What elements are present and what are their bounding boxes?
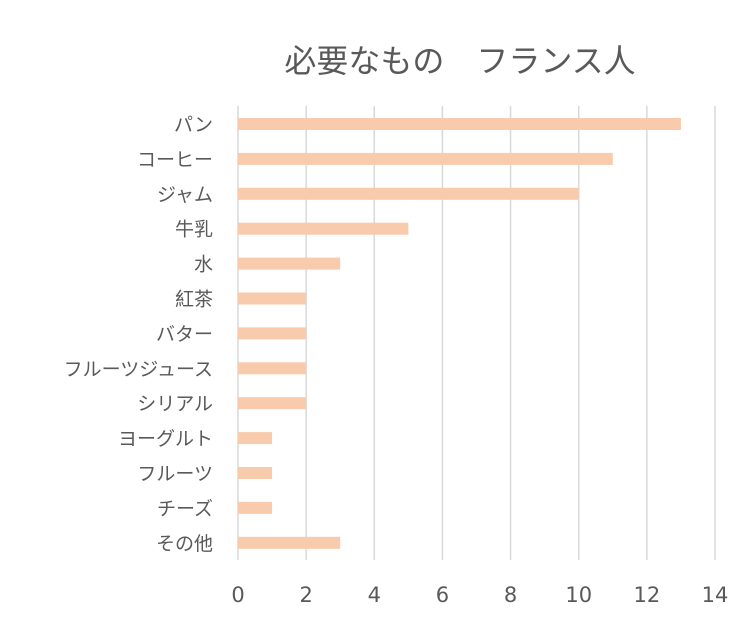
- x-tick-label: 2: [299, 583, 312, 607]
- bar: [238, 222, 409, 235]
- bar: [238, 327, 307, 340]
- category-label: コーヒー: [137, 149, 213, 171]
- category-label: パン: [174, 114, 213, 136]
- category-label: その他: [156, 533, 213, 555]
- bars: [238, 118, 681, 549]
- category-label: 紅茶: [175, 289, 213, 311]
- bar: [238, 292, 307, 305]
- category-label: フルーツ: [137, 463, 213, 485]
- category-label: シリアル: [137, 393, 213, 415]
- bar: [238, 432, 273, 445]
- bar: [238, 397, 307, 410]
- gridlines: [237, 106, 716, 560]
- category-label: 牛乳: [175, 219, 213, 241]
- x-tick-label: 12: [633, 583, 660, 607]
- x-tick-label: 4: [368, 583, 381, 607]
- category-label: 水: [194, 254, 213, 276]
- x-tick-label: 6: [436, 583, 449, 607]
- chart-title: 必要なもの フランス人: [284, 42, 635, 80]
- bar: [238, 187, 579, 200]
- bar: [238, 257, 341, 270]
- bar: [238, 152, 613, 165]
- bar: [238, 536, 341, 549]
- category-label: ヨーグルト: [118, 428, 213, 450]
- bar: [238, 501, 273, 514]
- x-tick-labels: 0 2 4 6 8 10 12 14: [231, 583, 728, 607]
- x-tick-label: 0: [231, 583, 244, 607]
- category-label: ジャム: [157, 184, 213, 206]
- x-tick-label: 14: [702, 583, 729, 607]
- bar: [238, 118, 681, 130]
- bar: [238, 362, 307, 375]
- category-label: フルーツジュース: [64, 358, 213, 380]
- category-label: チーズ: [157, 498, 213, 520]
- x-tick-label: 10: [565, 583, 592, 607]
- x-tick-label: 8: [504, 583, 517, 607]
- category-label: バター: [156, 323, 213, 345]
- category-labels: パンコーヒージャム牛乳水紅茶バターフルーツジュースシリアルヨーグルトフルーツチー…: [64, 114, 213, 555]
- bar: [238, 467, 273, 479]
